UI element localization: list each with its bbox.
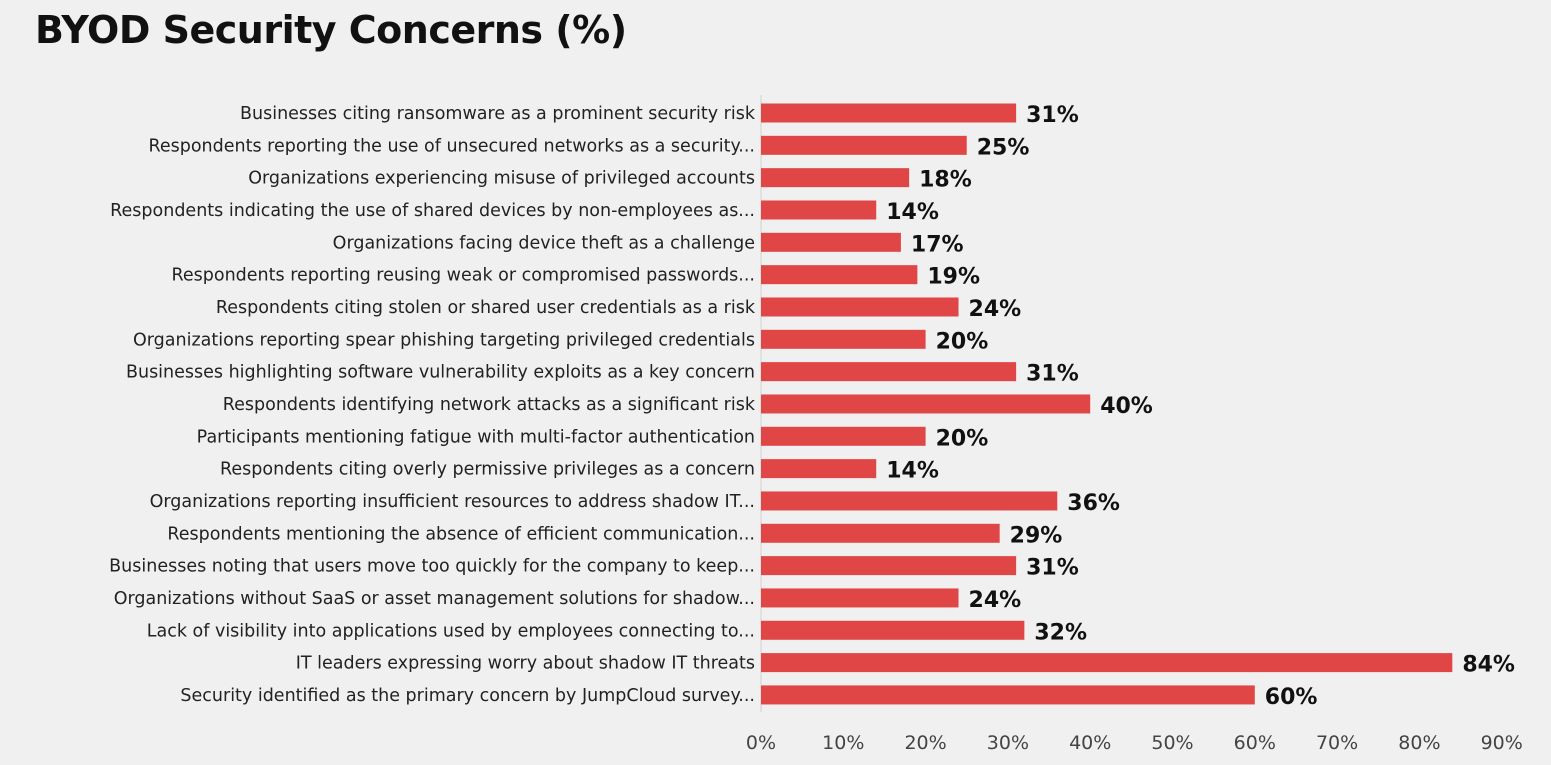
data-label: 40% <box>1100 394 1153 419</box>
bar <box>761 168 910 188</box>
category-label: Participants mentioning fatigue with mul… <box>197 427 755 447</box>
category-label: Organizations reporting spear phishing t… <box>133 330 755 350</box>
bar <box>761 297 959 317</box>
bar <box>761 135 967 155</box>
category-label: Businesses noting that users move too qu… <box>109 557 755 577</box>
category-label: Lack of visibility into applications use… <box>147 621 755 641</box>
chart-title: BYOD Security Concerns (%) <box>35 8 627 52</box>
bar <box>761 620 1025 640</box>
data-label: 17% <box>911 232 964 257</box>
data-label: 31% <box>1026 103 1079 128</box>
x-tick-label: 60% <box>1234 732 1276 754</box>
category-label: Organizations experiencing misuse of pri… <box>248 169 755 189</box>
bar <box>761 491 1058 511</box>
data-label: 84% <box>1462 653 1515 678</box>
bar <box>761 556 1017 576</box>
category-label: Businesses highlighting software vulnera… <box>126 363 755 383</box>
data-label: 36% <box>1067 491 1120 516</box>
bar <box>761 653 1453 673</box>
data-label: 25% <box>977 135 1030 160</box>
x-tick-label: 50% <box>1151 732 1193 754</box>
bar <box>761 232 901 252</box>
bar <box>761 588 959 608</box>
data-label: 20% <box>936 426 989 451</box>
bar <box>761 523 1000 543</box>
category-label: Organizations reporting insufficient res… <box>150 492 755 512</box>
category-label: Respondents reporting the use of unsecur… <box>148 136 755 156</box>
bar <box>761 426 926 446</box>
category-label: Businesses citing ransomware as a promin… <box>240 104 756 124</box>
category-label: Respondents citing overly permissive pri… <box>220 460 755 480</box>
x-tick-label: 30% <box>987 732 1029 754</box>
bar <box>761 265 918 285</box>
x-tick-label: 80% <box>1398 732 1440 754</box>
data-label: 31% <box>1026 362 1079 387</box>
data-label: 24% <box>969 297 1022 322</box>
bar <box>761 103 1017 123</box>
data-label: 60% <box>1265 685 1318 710</box>
bar <box>761 394 1091 414</box>
data-label: 18% <box>919 168 972 193</box>
category-label: Respondents citing stolen or shared user… <box>216 298 756 318</box>
x-tick-label: 90% <box>1481 732 1523 754</box>
category-label: Organizations without SaaS or asset mana… <box>114 589 755 609</box>
bar <box>761 362 1017 382</box>
category-label: Respondents mentioning the absence of ef… <box>167 524 755 544</box>
x-tick-label: 70% <box>1316 732 1358 754</box>
bar <box>761 459 877 479</box>
x-tick-label: 40% <box>1069 732 1111 754</box>
data-label: 24% <box>969 588 1022 613</box>
category-label: Organizations facing device theft as a c… <box>333 233 755 253</box>
category-label: IT leaders expressing worry about shadow… <box>296 654 755 674</box>
data-label: 31% <box>1026 556 1079 581</box>
bar <box>761 329 926 349</box>
x-tick-label: 20% <box>904 732 946 754</box>
category-label: Respondents identifying network attacks … <box>223 395 756 415</box>
x-tick-label: 10% <box>822 732 864 754</box>
data-label: 14% <box>886 459 939 484</box>
category-label: Respondents indicating the use of shared… <box>110 201 755 221</box>
data-label: 29% <box>1010 523 1063 548</box>
category-label: Respondents reporting reusing weak or co… <box>172 266 755 286</box>
data-label: 14% <box>886 200 939 225</box>
bar <box>761 685 1255 705</box>
x-tick-label: 0% <box>746 732 776 754</box>
data-label: 32% <box>1034 620 1087 645</box>
data-label: 20% <box>936 329 989 354</box>
bar <box>761 200 877 220</box>
data-label: 19% <box>927 265 980 290</box>
category-label: Security identified as the primary conce… <box>180 686 755 706</box>
